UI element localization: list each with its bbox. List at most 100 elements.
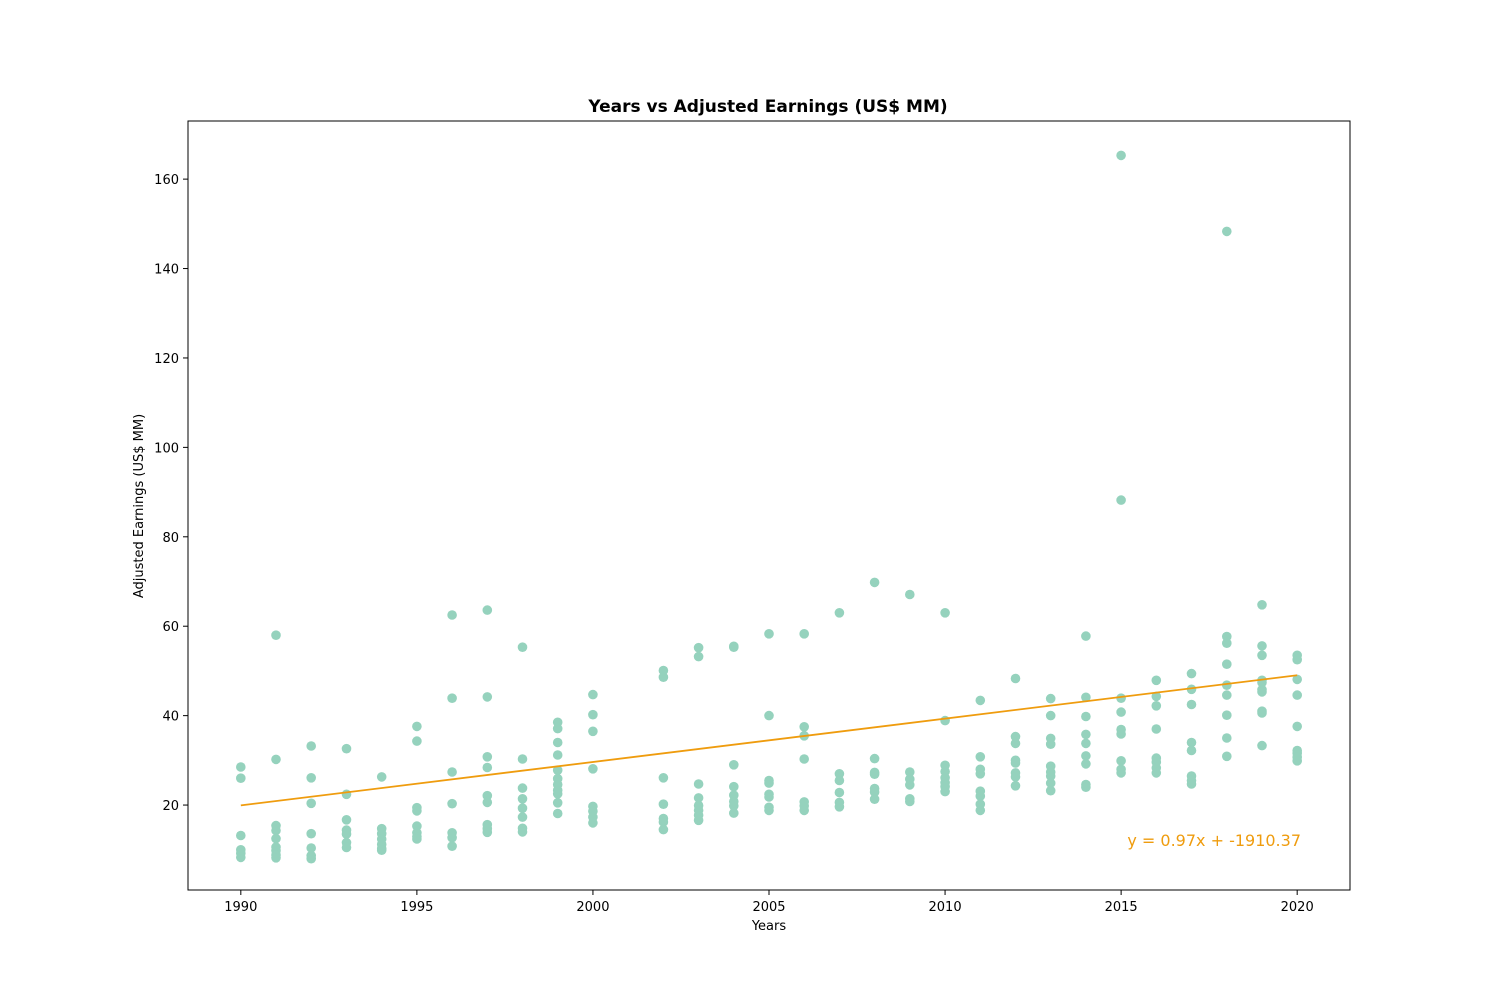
data-point	[341, 743, 352, 754]
y-tick-label: 120	[154, 352, 179, 367]
data-point	[341, 815, 352, 825]
data-point	[306, 798, 317, 809]
data-point	[1222, 226, 1232, 237]
data-point	[1081, 759, 1091, 769]
data-point	[658, 672, 669, 682]
data-point	[306, 828, 317, 839]
data-point	[1010, 738, 1021, 749]
data-point	[588, 709, 598, 720]
data-point	[271, 825, 281, 836]
data-point	[658, 773, 669, 783]
x-tick-label: 2010	[929, 900, 962, 915]
data-point	[799, 722, 809, 732]
data-point	[1257, 708, 1267, 718]
data-point	[1186, 737, 1197, 748]
data-point	[517, 827, 528, 837]
data-point	[1045, 739, 1056, 749]
data-point	[1151, 701, 1162, 711]
y-tick-label: 140	[154, 263, 179, 278]
data-point	[1186, 668, 1197, 679]
y-tick-label: 160	[154, 173, 179, 188]
data-point	[1151, 724, 1162, 734]
data-point	[729, 808, 739, 818]
data-point	[940, 786, 950, 797]
data-point	[552, 723, 563, 734]
data-point	[482, 762, 493, 773]
y-tick-label: 100	[154, 441, 179, 456]
data-point	[517, 754, 528, 764]
data-point	[447, 832, 457, 843]
data-point	[271, 833, 281, 844]
data-point	[306, 741, 317, 751]
points-layer	[236, 150, 1302, 864]
data-point	[447, 841, 457, 851]
x-tick-label: 2005	[752, 900, 785, 915]
data-point	[1186, 745, 1197, 756]
data-point	[1222, 638, 1232, 648]
y-axis-label: Adjusted Earnings (US$ MM)	[132, 414, 147, 598]
data-point	[975, 805, 986, 816]
data-point	[1010, 758, 1021, 768]
data-point	[1292, 654, 1302, 665]
data-point	[658, 665, 669, 676]
y-tick-label: 40	[162, 710, 179, 725]
data-point	[236, 852, 246, 863]
data-point	[236, 830, 246, 841]
data-point	[834, 787, 845, 798]
data-point	[764, 710, 774, 721]
data-point	[975, 695, 986, 706]
data-point	[1081, 631, 1091, 641]
data-point	[1151, 675, 1162, 686]
data-point	[588, 689, 598, 700]
data-point	[1186, 779, 1197, 789]
data-point	[834, 608, 845, 618]
data-point	[1081, 782, 1091, 792]
data-point	[517, 794, 528, 804]
data-point	[341, 829, 352, 839]
data-point	[729, 760, 739, 770]
data-point	[834, 802, 845, 812]
data-point	[271, 754, 281, 765]
data-point	[693, 779, 704, 789]
data-point	[1116, 150, 1126, 161]
data-point	[658, 824, 669, 835]
data-point	[1081, 738, 1091, 749]
data-point	[482, 827, 493, 838]
data-point	[729, 801, 739, 811]
data-point	[517, 812, 528, 822]
data-point	[940, 608, 950, 618]
data-point	[1257, 740, 1267, 751]
data-point	[869, 787, 880, 797]
data-point	[271, 630, 281, 640]
trend-line	[240, 674, 1298, 807]
data-point	[1257, 600, 1267, 610]
data-point	[517, 803, 528, 813]
data-point	[412, 834, 422, 844]
data-point	[869, 753, 880, 764]
data-point	[1045, 785, 1056, 796]
data-point	[869, 577, 880, 588]
data-point	[693, 815, 704, 826]
data-point	[1292, 756, 1302, 766]
data-point	[1010, 772, 1021, 782]
x-tick-label: 1995	[400, 900, 433, 915]
data-point	[1116, 729, 1126, 739]
data-point	[1081, 751, 1091, 761]
data-point	[1222, 733, 1232, 743]
data-point	[1186, 684, 1197, 695]
data-point	[552, 789, 563, 799]
data-point	[1151, 691, 1162, 702]
y-tick-label: 20	[162, 799, 179, 814]
data-point	[764, 792, 774, 802]
data-point	[482, 790, 493, 801]
data-point	[799, 754, 809, 764]
data-point	[306, 773, 317, 783]
data-point	[1010, 673, 1021, 684]
data-point	[869, 794, 880, 804]
data-point	[482, 797, 493, 808]
data-point	[1116, 495, 1126, 505]
data-point	[271, 853, 281, 863]
data-point	[1116, 756, 1126, 766]
data-point	[1045, 693, 1056, 704]
